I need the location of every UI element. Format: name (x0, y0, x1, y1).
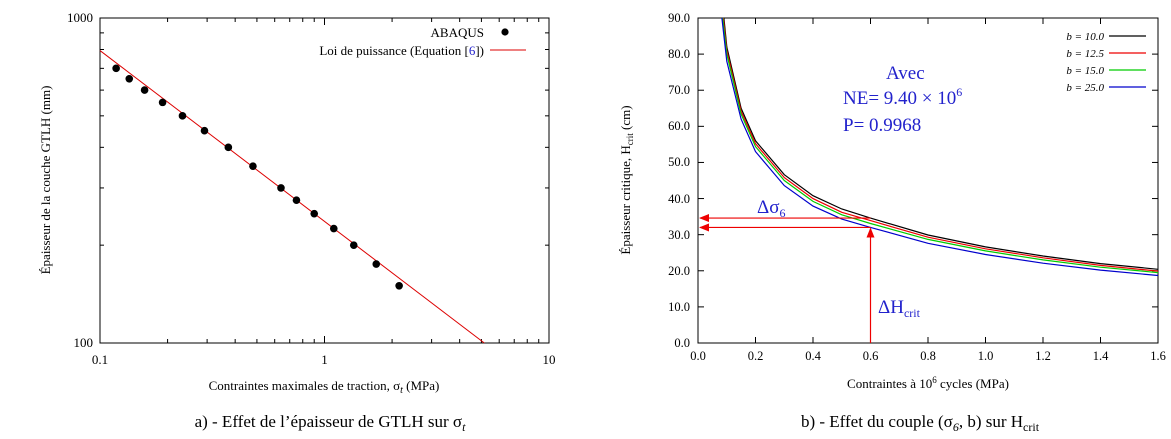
chart-a-ticks (99, 18, 550, 343)
abaqus-point (140, 86, 149, 94)
chart-b-ytick-9: 90.0 (668, 11, 690, 25)
chart-a-xtick-1: 1 (321, 352, 328, 367)
chart-b-xticks: 0.0 0.2 0.4 0.6 0.8 1.0 1.2 1.4 1.6 (690, 349, 1166, 363)
chart-b-xtick-7: 1.4 (1093, 349, 1109, 363)
chart-b-xtick-2: 0.4 (805, 349, 821, 363)
chart-b-xtick-0: 0.0 (690, 349, 706, 363)
abaqus-point (329, 224, 338, 233)
chart-b-xtick-1: 0.2 (748, 349, 764, 363)
curve-series-3 (721, 17, 1159, 277)
delta-sigma-label: Δσ6 (757, 197, 785, 220)
legend-powerlaw-label: Loi de puissance (Equation [6]) (319, 43, 484, 58)
chart-a-ytick-0: 100 (74, 335, 94, 350)
abaqus-point (395, 281, 403, 290)
chart-a-xtick-2: 10 (543, 352, 556, 367)
chart-b-ytick-5: 50.0 (668, 155, 690, 169)
chart-b-xlabel: Contraintes à 106 cycles (MPa) (847, 375, 1009, 391)
legend-abaqus-marker (501, 28, 509, 36)
abaqus-point (200, 126, 209, 135)
chart-a-plot (99, 50, 485, 344)
legend-b-label-1: b = 12.5 (1066, 48, 1104, 60)
chart-b-ylabel: Épaisseur critique, Hcrit (cm) (618, 105, 635, 254)
curve-series-0 (723, 17, 1159, 270)
annotation-avec: Avec (886, 63, 925, 84)
chart-b-ytick-1: 10.0 (668, 300, 690, 314)
chart-b-xtick-8: 1.6 (1150, 349, 1166, 363)
chart-a-ylabel: Épaisseur de la couche GTLH (mm) (38, 86, 53, 275)
chart-b: 0.0 0.2 0.4 0.6 0.8 1.0 1.2 1.4 1.6 0.0 … (618, 11, 1166, 391)
legend-b-label-0: b = 10.0 (1066, 31, 1104, 43)
abaqus-point (158, 98, 167, 107)
annotation-ne: NE= 9.40 × 106 (843, 85, 962, 109)
chart-b-ytick-4: 40.0 (668, 192, 690, 206)
chart-b-ytick-7: 70.0 (668, 83, 690, 97)
chart-b-ytick-2: 20.0 (668, 264, 690, 278)
annotation-p: P= 0.9968 (843, 115, 921, 136)
delta-h-label: ΔHcrit (878, 297, 921, 320)
chart-b-ytick-3: 30.0 (668, 228, 690, 242)
chart-a-legend: ABAQUS Loi de puissance (Equation [6]) (319, 25, 526, 58)
chart-b-annotation: Avec NE= 9.40 × 106 P= 0.9968 Δσ6 ΔHcrit (757, 63, 962, 320)
abaqus-point (249, 162, 257, 170)
chart-a-frame (99, 17, 550, 344)
curve-series-2 (722, 17, 1159, 274)
caption-a: a) - Effet de l’épaisseur de GTLH sur σt (195, 412, 467, 434)
legend-abaqus-label: ABAQUS (431, 25, 484, 40)
abaqus-point (178, 112, 187, 120)
power-law-line (99, 50, 485, 344)
abaqus-point (372, 260, 381, 268)
abaqus-point (292, 196, 301, 205)
abaqus-point (310, 209, 319, 218)
chart-a-xtick-0: 0.1 (92, 352, 108, 367)
caption-b: b) - Effet du couple (σ6, b) sur Hcrit (801, 412, 1040, 434)
chart-b-ytick-6: 60.0 (668, 119, 690, 133)
chart-b-ticks (697, 17, 1159, 344)
chart-b-xtick-4: 0.8 (920, 349, 936, 363)
abaqus-point (125, 75, 134, 83)
abaqus-point (112, 64, 120, 73)
chart-b-yticks: 0.0 10.0 20.0 30.0 40.0 50.0 60.0 70.0 8… (668, 11, 690, 350)
chart-b-plot (721, 17, 1159, 277)
legend-b-label-2: b = 15.0 (1066, 65, 1104, 77)
abaqus-point (349, 241, 358, 249)
chart-a-ytick-1: 1000 (67, 10, 93, 25)
abaqus-point (277, 184, 285, 192)
chart-b-legend: b = 10.0 b = 12.5 b = 15.0 b = 25.0 (1066, 31, 1146, 94)
chart-a-xlabel: Contraintes maximales de traction, σt (M… (209, 378, 440, 396)
chart-a: 0.1 1 10 100 1000 Contraintes maximales … (38, 10, 556, 396)
chart-b-ytick-8: 80.0 (668, 47, 690, 61)
chart-b-xtick-6: 1.2 (1035, 349, 1051, 363)
chart-b-ytick-0: 0.0 (674, 336, 690, 350)
legend-b-label-3: b = 25.0 (1066, 82, 1104, 94)
chart-b-markers (699, 214, 875, 343)
curve-series-1 (722, 17, 1159, 272)
chart-b-xtick-5: 1.0 (978, 349, 994, 363)
abaqus-point (224, 143, 233, 152)
chart-b-xtick-3: 0.6 (863, 349, 879, 363)
